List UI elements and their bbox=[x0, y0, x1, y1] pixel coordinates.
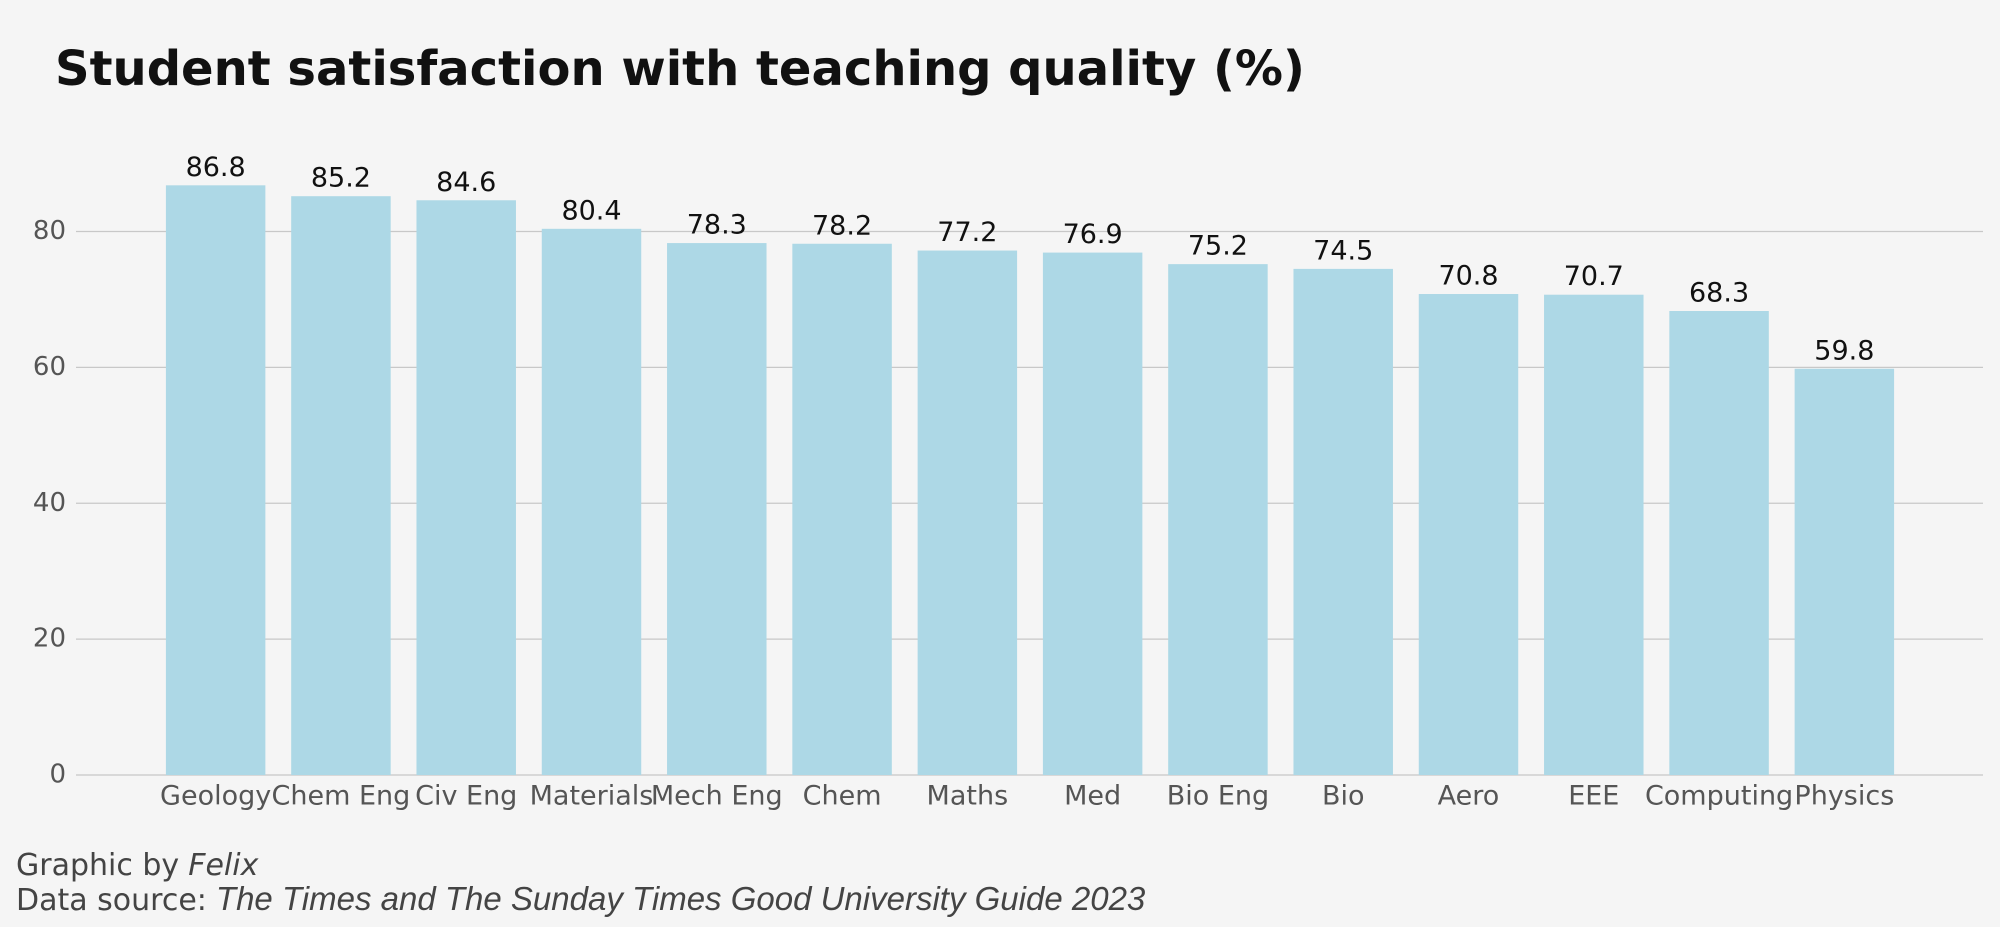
bar bbox=[541, 228, 642, 776]
x-tick-label: Bio Eng bbox=[1167, 781, 1269, 812]
value-label: 70.8 bbox=[1438, 261, 1498, 292]
bar bbox=[1293, 268, 1393, 775]
value-label: 78.2 bbox=[812, 210, 872, 241]
source-name: The Times and The Sunday Times Good Univ… bbox=[216, 880, 1146, 917]
source-label: Data source: bbox=[16, 883, 207, 918]
bar bbox=[1418, 294, 1519, 775]
x-tick-label: Physics bbox=[1794, 781, 1894, 812]
x-tick-label: Chem Eng bbox=[272, 781, 411, 812]
value-label: 80.4 bbox=[561, 195, 621, 226]
y-tick-label: 0 bbox=[49, 760, 66, 790]
x-tick-label: Mech Eng bbox=[651, 781, 783, 812]
x-tick-label: Materials bbox=[530, 781, 654, 812]
value-label: 85.2 bbox=[311, 163, 371, 194]
credit-name: Felix bbox=[188, 848, 258, 883]
bar bbox=[291, 196, 391, 775]
x-tick-label: Aero bbox=[1438, 781, 1500, 812]
y-tick-label: 80 bbox=[33, 216, 66, 246]
source: Data source: The Times and The Sunday Tim… bbox=[16, 880, 1146, 918]
value-label: 70.7 bbox=[1564, 261, 1624, 292]
x-tick-label: EEE bbox=[1568, 781, 1619, 812]
value-label: 59.8 bbox=[1814, 335, 1874, 366]
value-label: 75.2 bbox=[1188, 231, 1248, 262]
x-tick-label: Civ Eng bbox=[415, 781, 517, 812]
x-tick-label: Geology bbox=[160, 781, 271, 812]
y-tick-label: 60 bbox=[33, 352, 66, 382]
chart-title: Student satisfaction with teaching quali… bbox=[55, 41, 1305, 97]
bar bbox=[917, 250, 1018, 776]
credit: Graphic by Felix bbox=[16, 848, 259, 883]
bar bbox=[1168, 264, 1268, 775]
value-label: 86.8 bbox=[186, 152, 246, 183]
y-tick-label: 40 bbox=[33, 488, 66, 518]
bar bbox=[792, 243, 892, 775]
x-tick-label: Computing bbox=[1645, 781, 1793, 812]
value-label: 77.2 bbox=[937, 217, 997, 248]
value-label: 68.3 bbox=[1689, 278, 1749, 309]
bar bbox=[1544, 294, 1644, 775]
value-label: 84.6 bbox=[436, 167, 496, 198]
x-tick-label: Bio bbox=[1322, 781, 1365, 812]
bar bbox=[165, 185, 266, 776]
y-tick-label: 20 bbox=[33, 624, 66, 654]
bar bbox=[1794, 368, 1895, 775]
value-label: 76.9 bbox=[1063, 219, 1123, 250]
value-label: 78.3 bbox=[687, 210, 747, 241]
bar bbox=[1669, 311, 1769, 775]
x-tick-label: Med bbox=[1064, 781, 1121, 812]
x-tick-label: Chem bbox=[803, 781, 882, 812]
credit-label: Graphic by bbox=[16, 848, 179, 883]
x-tick-label: Maths bbox=[927, 781, 1009, 812]
value-label: 74.5 bbox=[1313, 235, 1373, 266]
bar bbox=[1042, 252, 1143, 775]
bar bbox=[416, 200, 516, 776]
bar bbox=[667, 243, 767, 775]
